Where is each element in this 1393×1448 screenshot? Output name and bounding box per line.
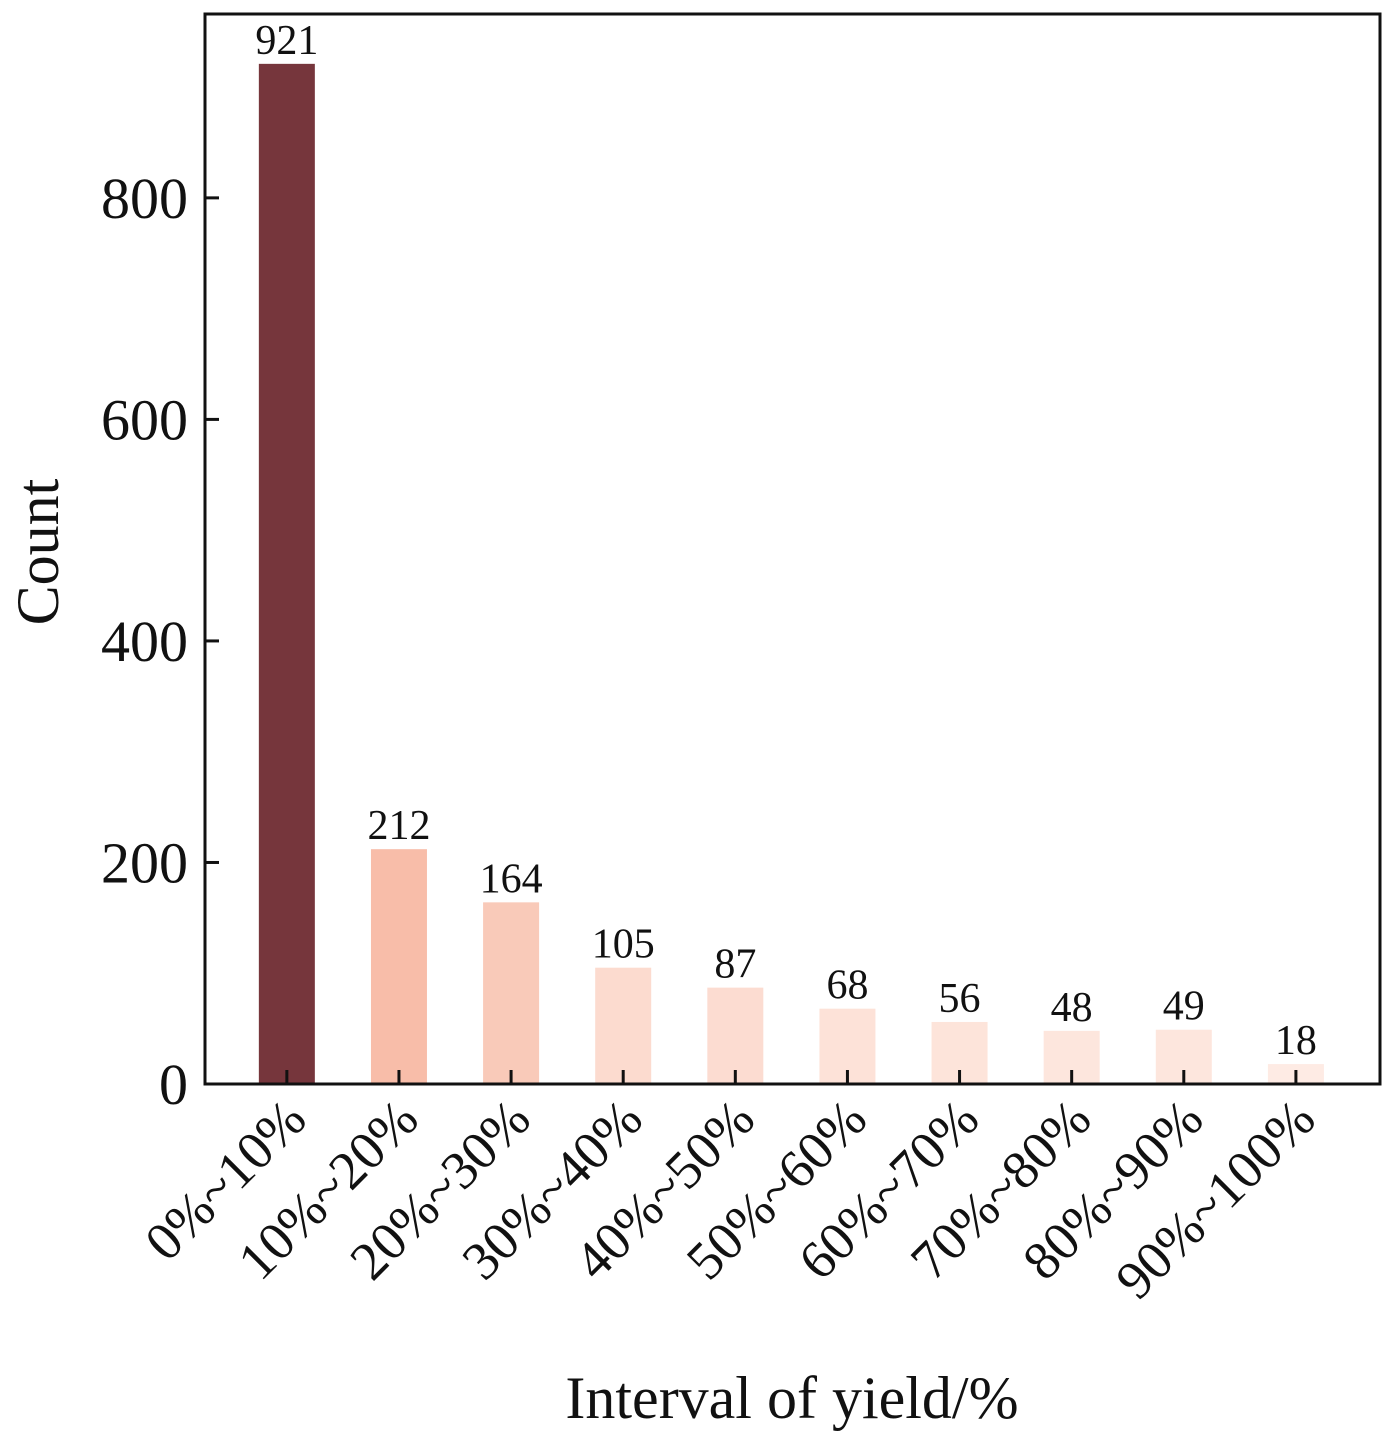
bar-value-label: 18 (1275, 1018, 1317, 1064)
y-tick-label: 600 (101, 387, 188, 452)
y-tick-label: 0 (159, 1052, 188, 1117)
bar (483, 902, 540, 1084)
bar (595, 967, 652, 1084)
bar-value-label: 87 (714, 942, 756, 988)
bar-value-label: 68 (826, 963, 868, 1009)
bar (258, 63, 315, 1084)
y-tick-label: 800 (101, 166, 188, 231)
x-axis-label: Interval of yield/% (565, 1365, 1018, 1431)
bar-value-label: 212 (367, 803, 430, 849)
bar-value-label: 164 (480, 856, 543, 902)
bar (370, 849, 427, 1084)
y-axis-label: Count (5, 478, 71, 625)
y-tick-label: 400 (101, 609, 188, 674)
bar-value-label: 49 (1163, 984, 1205, 1030)
bar-value-label: 105 (592, 922, 655, 968)
bar-value-label: 921 (255, 18, 318, 64)
y-tick-label: 200 (101, 830, 188, 895)
bar-value-label: 48 (1051, 985, 1093, 1031)
plot-frame (203, 12, 1382, 1086)
bar-value-label: 56 (939, 976, 981, 1022)
bar (707, 987, 764, 1084)
